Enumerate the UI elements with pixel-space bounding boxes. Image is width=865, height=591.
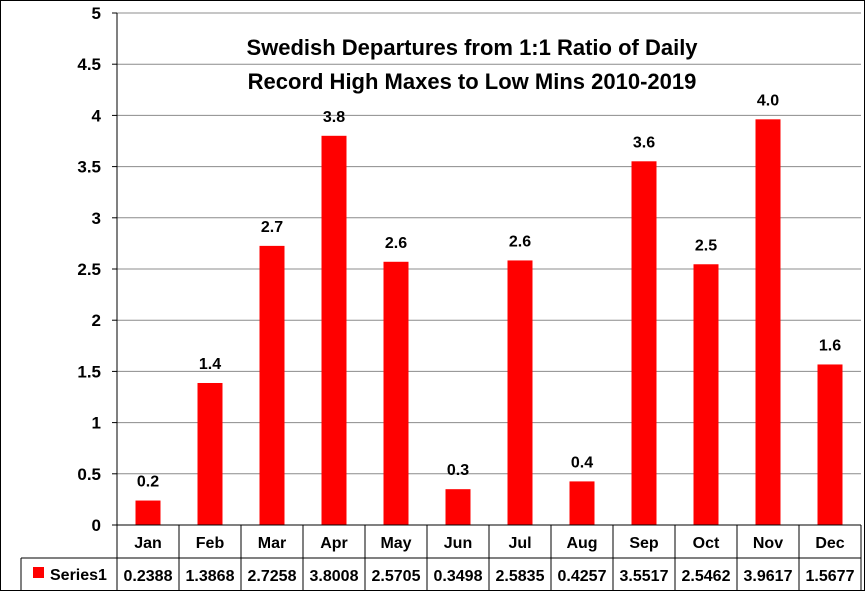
- data-label: 0.3: [447, 462, 469, 479]
- table-value: 2.5705: [372, 568, 421, 585]
- data-label: 3.8: [323, 109, 345, 126]
- y-tick-label: 2.5: [77, 260, 101, 279]
- category-label: Jan: [134, 535, 162, 552]
- data-label: 1.6: [819, 337, 841, 354]
- table-value: 2.5462: [682, 568, 731, 585]
- chart-root: 0 0.5 1 1.5 2 2.5 3 3.5 4 4.5 5 0.2 1.4 2.7 3.8 2.6 0.3…: [0, 0, 865, 591]
- category-label: Mar: [258, 535, 286, 552]
- bar: [570, 481, 595, 525]
- data-label: 0.2: [137, 474, 159, 491]
- data-label: 0.4: [571, 454, 593, 471]
- table-value: 3.9617: [744, 568, 793, 585]
- y-tick-label: 1.5: [77, 362, 101, 381]
- legend-key: [33, 567, 44, 578]
- chart-title-line-2: Record High Maxes to Low Mins 2010-2019: [248, 69, 697, 94]
- data-label: 2.5: [695, 237, 717, 254]
- category-label: Nov: [753, 535, 783, 552]
- bar: [260, 246, 285, 525]
- bar: [632, 161, 657, 525]
- table-value: 1.3868: [186, 568, 235, 585]
- y-tick-label: 1: [92, 414, 101, 433]
- table-value: 2.5835: [496, 568, 545, 585]
- bar: [694, 264, 719, 525]
- y-tick-label: 0: [92, 516, 101, 535]
- y-tick-label: 4.5: [77, 55, 101, 74]
- category-label: Aug: [566, 535, 597, 552]
- table-value: 1.5677: [806, 568, 855, 585]
- category-label: Oct: [693, 535, 720, 552]
- bar: [818, 364, 843, 525]
- bar-chart: 0 0.5 1 1.5 2 2.5 3 3.5 4 4.5 5 0.2 1.4 2.7 3.8 2.6 0.3…: [0, 0, 865, 591]
- table-value: 0.4257: [558, 568, 607, 585]
- category-label: Feb: [196, 535, 225, 552]
- data-label: 4.0: [757, 92, 779, 109]
- bar: [384, 262, 409, 525]
- bar: [508, 260, 533, 525]
- table-value: 0.3498: [434, 568, 483, 585]
- chart-title-line-1: Swedish Departures from 1:1 Ratio of Dai…: [246, 35, 698, 60]
- legend-series-name: Series1: [50, 567, 107, 584]
- data-label: 2.6: [509, 233, 531, 250]
- bar: [446, 489, 471, 525]
- category-label: Dec: [815, 535, 844, 552]
- bar: [198, 383, 223, 525]
- y-tick-label: 2: [92, 311, 101, 330]
- category-label: May: [380, 535, 411, 552]
- data-label: 1.4: [199, 356, 221, 373]
- data-label: 3.6: [633, 134, 655, 151]
- y-tick-label: 3.5: [77, 158, 101, 177]
- y-tick-label: 3: [92, 209, 101, 228]
- data-label: 2.6: [385, 235, 407, 252]
- table-value: 3.5517: [620, 568, 669, 585]
- data-label: 2.7: [261, 219, 283, 236]
- table-value: 2.7258: [248, 568, 297, 585]
- table-value: 3.8008: [310, 568, 359, 585]
- y-tick-label: 5: [92, 4, 101, 23]
- bar: [756, 119, 781, 525]
- category-label: Jul: [508, 535, 531, 552]
- bar: [136, 501, 161, 525]
- table-value: 0.2388: [124, 568, 173, 585]
- category-label: Apr: [320, 535, 348, 552]
- y-tick-label: 0.5: [77, 465, 101, 484]
- category-label: Sep: [629, 535, 659, 552]
- y-tick-label: 4: [92, 106, 102, 125]
- category-label: Jun: [444, 535, 472, 552]
- bar: [322, 136, 347, 525]
